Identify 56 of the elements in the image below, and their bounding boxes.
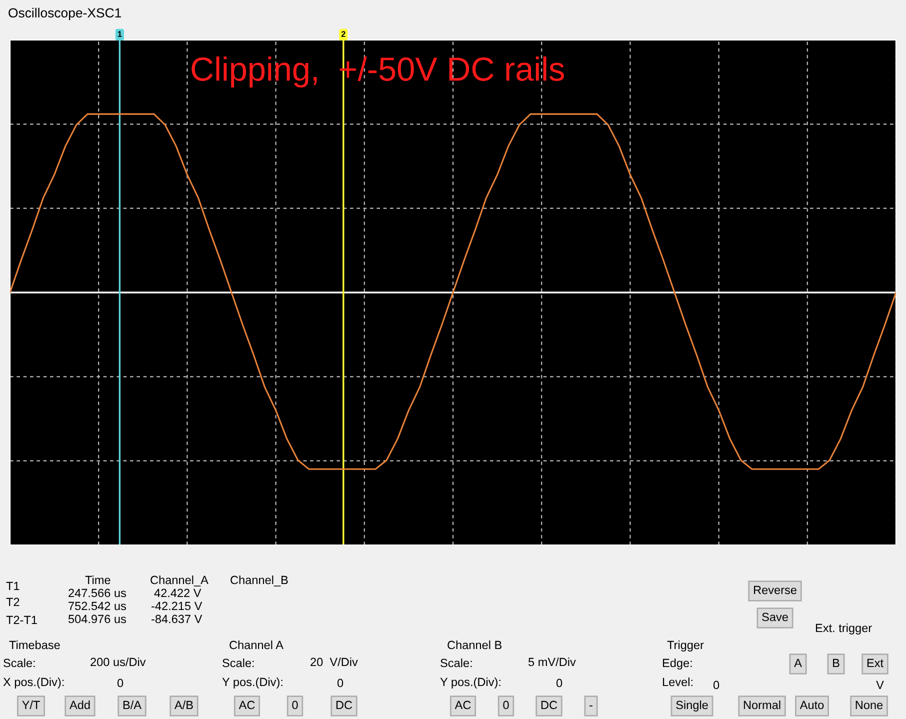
text: Edge: [662, 658, 692, 670]
text: Ext. trigger [816, 623, 872, 635]
text: AC [454, 700, 471, 710]
text: Single [676, 700, 708, 712]
text: 20 V/Div [310, 657, 358, 666]
text: X pos.(Div): [3, 677, 64, 689]
text: 0 [292, 700, 298, 710]
text: Auto [800, 700, 824, 710]
text: A/B [174, 700, 193, 710]
text: DC [336, 700, 352, 710]
text: Add [70, 700, 90, 710]
chart-title: Oscilloscope-XSC1 [8, 8, 122, 20]
text: Y pos.(Div): [440, 677, 500, 689]
text: V [876, 680, 884, 690]
text: Channel B [448, 640, 502, 650]
text: -42.215 V [152, 602, 202, 610]
text: 2 [341, 31, 346, 37]
text: 42.422 V [154, 588, 202, 598]
text: Time [85, 575, 110, 584]
text: Save [762, 612, 788, 622]
text: 0 [503, 700, 509, 710]
text: Channel A [230, 640, 284, 650]
text: Level: [662, 677, 692, 686]
text: T2 [6, 598, 20, 606]
text: Trigger [667, 640, 704, 652]
text: T1 [6, 582, 20, 590]
text: Y/T [22, 700, 40, 710]
text: None [856, 700, 883, 710]
text: Scale: [4, 658, 35, 668]
text: 0 [117, 678, 124, 688]
text: DC [541, 700, 558, 710]
text: A [794, 658, 802, 668]
text: Scale: [222, 658, 254, 668]
text: 0 [337, 678, 344, 688]
text: 5 mV/Div [528, 657, 576, 666]
text: 504.976 us [68, 614, 126, 624]
text: Reverse [754, 586, 796, 594]
text: -84.637 V [152, 614, 202, 624]
text: 0 [556, 678, 562, 688]
text: 247.566 us [68, 588, 126, 598]
text: Ext [867, 658, 884, 668]
text: - [590, 705, 592, 706]
text: Channel_A [150, 575, 208, 586]
text: Normal [744, 700, 780, 710]
text: T2-T1 [6, 616, 37, 624]
text: Channel_B [230, 575, 288, 586]
text: B/A [123, 700, 142, 710]
text: 200 us/Div [90, 657, 146, 666]
text: Timebase [9, 640, 60, 650]
text: Scale: [440, 658, 472, 668]
text: 1 [118, 31, 122, 37]
text: B [833, 658, 840, 668]
text: 752.542 us [68, 602, 126, 610]
text: Y pos.(Div): [222, 677, 282, 689]
text: AC [238, 700, 255, 710]
text: 0 [713, 680, 720, 690]
